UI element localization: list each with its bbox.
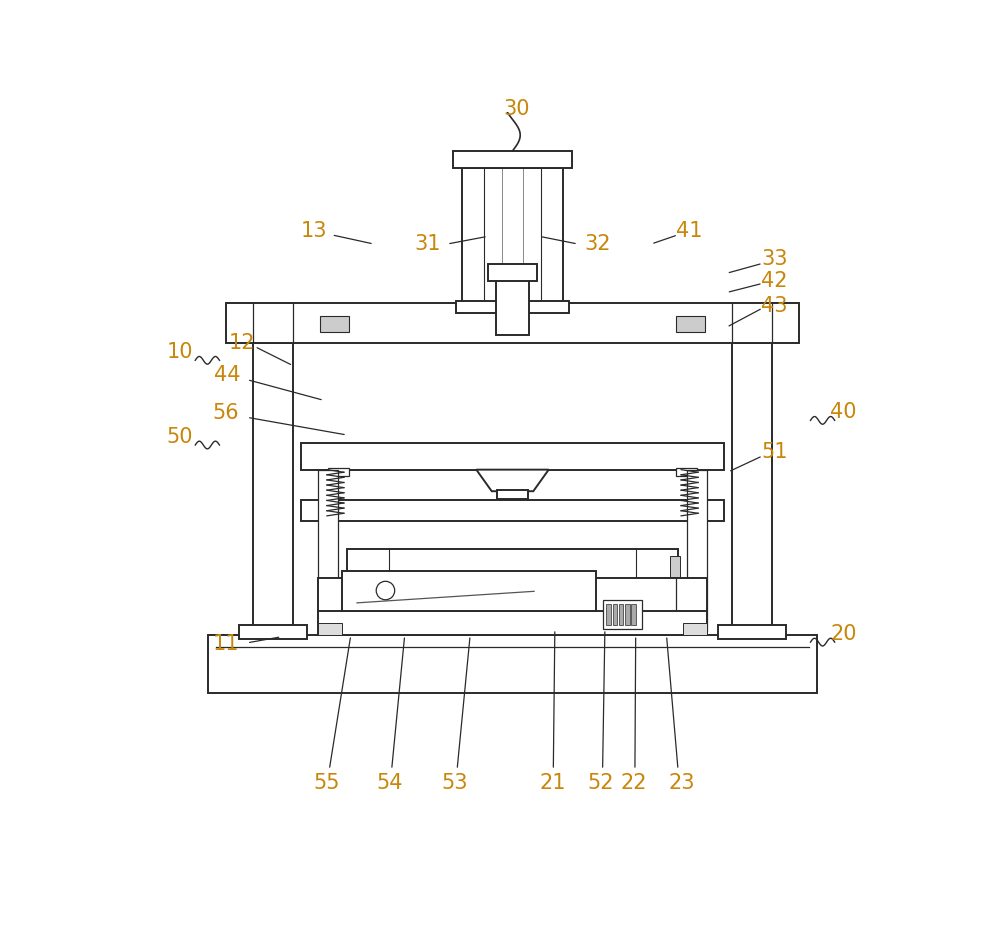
Bar [603,600,642,629]
Text: 54: 54 [376,773,403,793]
Circle shape [376,581,395,600]
Polygon shape [476,470,549,491]
Text: 10: 10 [167,342,193,362]
Bar [301,443,724,470]
Bar [488,264,537,281]
Text: 40: 40 [830,402,857,422]
Bar [456,301,569,313]
Text: 56: 56 [213,404,239,423]
Bar [208,635,817,693]
Bar [631,604,636,625]
Text: 55: 55 [313,773,339,793]
Text: 51: 51 [761,442,788,462]
Bar [613,604,617,625]
Bar [683,623,707,635]
Bar [318,470,338,631]
Text: 53: 53 [442,773,468,793]
Text: 12: 12 [228,333,255,352]
Bar [318,623,342,635]
Text: 20: 20 [830,624,857,644]
Text: 21: 21 [539,773,566,793]
Text: 41: 41 [676,221,703,241]
Text: 52: 52 [588,773,614,793]
Bar [453,151,572,167]
Bar [342,570,596,611]
Bar [253,342,293,635]
Bar [732,342,772,635]
Bar [497,490,528,498]
Text: 22: 22 [621,773,647,793]
Text: 33: 33 [761,249,788,270]
Bar [301,499,724,521]
Text: 43: 43 [761,296,788,315]
Bar [625,604,630,625]
Text: 32: 32 [584,234,610,254]
Bar [226,302,799,342]
Bar [687,470,707,631]
Bar [347,549,678,581]
Text: 23: 23 [669,773,695,793]
Bar [676,468,697,476]
Text: 44: 44 [214,365,241,385]
Text: 30: 30 [503,99,530,118]
Text: 42: 42 [761,271,788,291]
Text: 50: 50 [167,427,193,446]
Bar [496,277,529,335]
Text: 13: 13 [301,221,327,241]
Bar [318,578,707,612]
Bar [328,468,349,476]
Text: 11: 11 [213,634,239,655]
Text: 31: 31 [415,234,441,254]
Bar [619,604,623,625]
Bar [606,604,611,625]
Bar [239,625,307,639]
Bar [318,611,707,635]
Bar [718,625,786,639]
Bar [676,316,705,332]
Bar [462,167,563,302]
Bar [320,316,349,332]
Bar [670,556,680,578]
